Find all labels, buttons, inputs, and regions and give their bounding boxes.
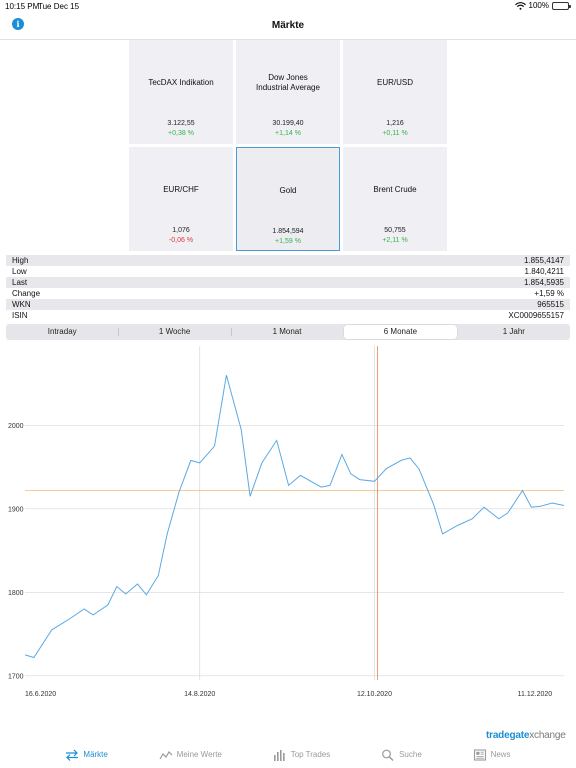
detail-row-low: Low 1.840,4211 bbox=[6, 266, 570, 277]
status-bar: 10:15 PM Tue Dec 15 100% bbox=[0, 0, 576, 12]
detail-label: High bbox=[12, 256, 29, 265]
tab-label: Top Trades bbox=[290, 750, 331, 759]
status-date: Tue Dec 15 bbox=[38, 2, 80, 11]
detail-label: WKN bbox=[12, 300, 31, 309]
tile-name: Dow Jones Industrial Average bbox=[256, 73, 320, 92]
y-tick-label: 1700 bbox=[8, 673, 24, 680]
logo-part2: xchange bbox=[529, 730, 566, 741]
period-6-monate[interactable]: 6 Monate bbox=[344, 325, 457, 339]
x-tick-label: 16.6.2020 bbox=[25, 691, 56, 698]
tab-label: Meine Werte bbox=[176, 750, 222, 759]
tile-value: 3.122,55 bbox=[167, 120, 195, 127]
tab-suche[interactable]: Suche bbox=[381, 749, 422, 761]
y-tick-label: 1800 bbox=[8, 590, 24, 597]
period-intraday[interactable]: Intraday bbox=[47, 327, 77, 336]
tile-value: 1,076 bbox=[172, 227, 190, 234]
tile-gold[interactable]: Gold 1.854,594 +1,59 % bbox=[236, 147, 340, 251]
tile-change: -0,06 % bbox=[168, 237, 194, 244]
tile-value: 50,755 bbox=[384, 227, 406, 234]
tab-top-trades[interactable]: Top Trades bbox=[273, 749, 331, 761]
tile-change: +0,38 % bbox=[168, 130, 194, 137]
tab-maerkte[interactable]: Märkte bbox=[65, 749, 108, 761]
bars-icon bbox=[273, 749, 285, 761]
tile-change: +1,59 % bbox=[275, 238, 301, 245]
tile-change: +1,14 % bbox=[275, 130, 301, 137]
tile-name: TecDAX Indikation bbox=[148, 78, 214, 87]
x-tick-label: 12.10.2020 bbox=[357, 691, 392, 698]
status-right: 100% bbox=[514, 1, 571, 10]
tile-dow-jones[interactable]: Dow Jones Industrial Average 30.199,40 +… bbox=[236, 40, 340, 144]
info-button[interactable]: i bbox=[12, 18, 24, 30]
detail-value: +1,59 % bbox=[534, 289, 564, 298]
tab-label: News bbox=[490, 750, 511, 759]
tile-name: Brent Crude bbox=[373, 185, 417, 194]
battery-percent: 100% bbox=[528, 1, 549, 10]
detail-value: 965515 bbox=[537, 300, 564, 309]
detail-label: Last bbox=[12, 278, 28, 287]
detail-value: 1.855,4147 bbox=[523, 256, 564, 265]
tile-value: 1.854,594 bbox=[272, 228, 304, 235]
detail-value: 1.854,5935 bbox=[523, 278, 564, 287]
period-1-monat[interactable]: 1 Monat bbox=[230, 324, 343, 340]
period-1-woche[interactable]: 1 Woche bbox=[118, 324, 230, 340]
tile-change: +2,11 % bbox=[382, 237, 408, 244]
detail-row-wkn: WKN 965515 bbox=[6, 299, 570, 310]
detail-label: ISIN bbox=[12, 311, 28, 320]
status-time: 10:15 PM bbox=[5, 2, 40, 11]
x-tick-label: 11.12.2020 bbox=[518, 691, 553, 698]
nav-bar: i Märkte bbox=[0, 12, 576, 40]
logo-part1: tradegate bbox=[486, 730, 530, 741]
tile-brent-crude[interactable]: Brent Crude 50,755 +2,11 % bbox=[343, 147, 447, 251]
arrows-icon bbox=[66, 749, 79, 761]
info-icon: i bbox=[16, 19, 20, 29]
market-tiles: TecDAX Indikation 3.122,55 +0,38 % Dow J… bbox=[129, 40, 447, 252]
battery-icon bbox=[552, 1, 571, 10]
tab-meine-werte[interactable]: Meine Werte bbox=[159, 749, 222, 761]
page-title: Märkte bbox=[271, 20, 305, 31]
detail-label: Low bbox=[12, 267, 27, 276]
news-icon bbox=[473, 748, 486, 761]
tile-name: EUR/USD bbox=[376, 78, 413, 87]
detail-value: 1.840,4211 bbox=[524, 267, 564, 276]
y-tick-label: 2000 bbox=[8, 423, 24, 430]
detail-row-high: High 1.855,4147 bbox=[6, 255, 570, 266]
period-1-jahr[interactable]: 1 Jahr bbox=[502, 327, 525, 336]
wifi-icon bbox=[514, 1, 526, 10]
detail-value: XC0009655157 bbox=[508, 311, 564, 320]
tradegate-logo: tradegatexchange bbox=[486, 730, 566, 741]
period-selector: Intraday 1 Woche 1 Monat 6 Monate 1 Jahr bbox=[6, 324, 570, 340]
y-tick-label: 1900 bbox=[8, 506, 24, 513]
tab-label: Märkte bbox=[83, 750, 108, 759]
trend-icon bbox=[159, 750, 173, 759]
tab-label: Suche bbox=[399, 750, 422, 759]
tile-value: 1,216 bbox=[386, 120, 404, 127]
tab-news[interactable]: News bbox=[473, 748, 511, 761]
x-tick-label: 14.8.2020 bbox=[184, 691, 215, 698]
detail-label: Change bbox=[12, 289, 41, 298]
chart-svg: 1700 1800 1900 2000 16.6.2020 14.8.2020 12.10.… bbox=[8, 346, 565, 698]
tile-name: EUR/CHF bbox=[163, 185, 199, 194]
details-table: High 1.855,4147 Low 1.840,4211 Last 1.85… bbox=[6, 255, 570, 321]
tile-eur-usd[interactable]: EUR/USD 1,216 +0,11 % bbox=[343, 40, 447, 144]
tile-eur-chf[interactable]: EUR/CHF 1,076 -0,06 % bbox=[129, 147, 233, 251]
detail-row-last: Last 1.854,5935 bbox=[6, 277, 570, 288]
tile-name: Gold bbox=[279, 186, 297, 195]
detail-row-isin: ISIN XC0009655157 bbox=[6, 310, 570, 321]
detail-row-change: Change +1,59 % bbox=[6, 288, 570, 299]
search-icon bbox=[382, 749, 394, 761]
price-chart[interactable]: 1700 1800 1900 2000 16.6.2020 14.8.2020 12.10.… bbox=[0, 344, 576, 706]
tile-tecdax[interactable]: TecDAX Indikation 3.122,55 +0,38 % bbox=[129, 40, 233, 144]
series-line bbox=[24, 375, 565, 659]
tab-bar: Märkte Meine Werte Top Trades Suche News bbox=[0, 741, 576, 768]
tile-change: +0,11 % bbox=[382, 130, 408, 137]
tile-value: 30.199,40 bbox=[272, 120, 304, 127]
